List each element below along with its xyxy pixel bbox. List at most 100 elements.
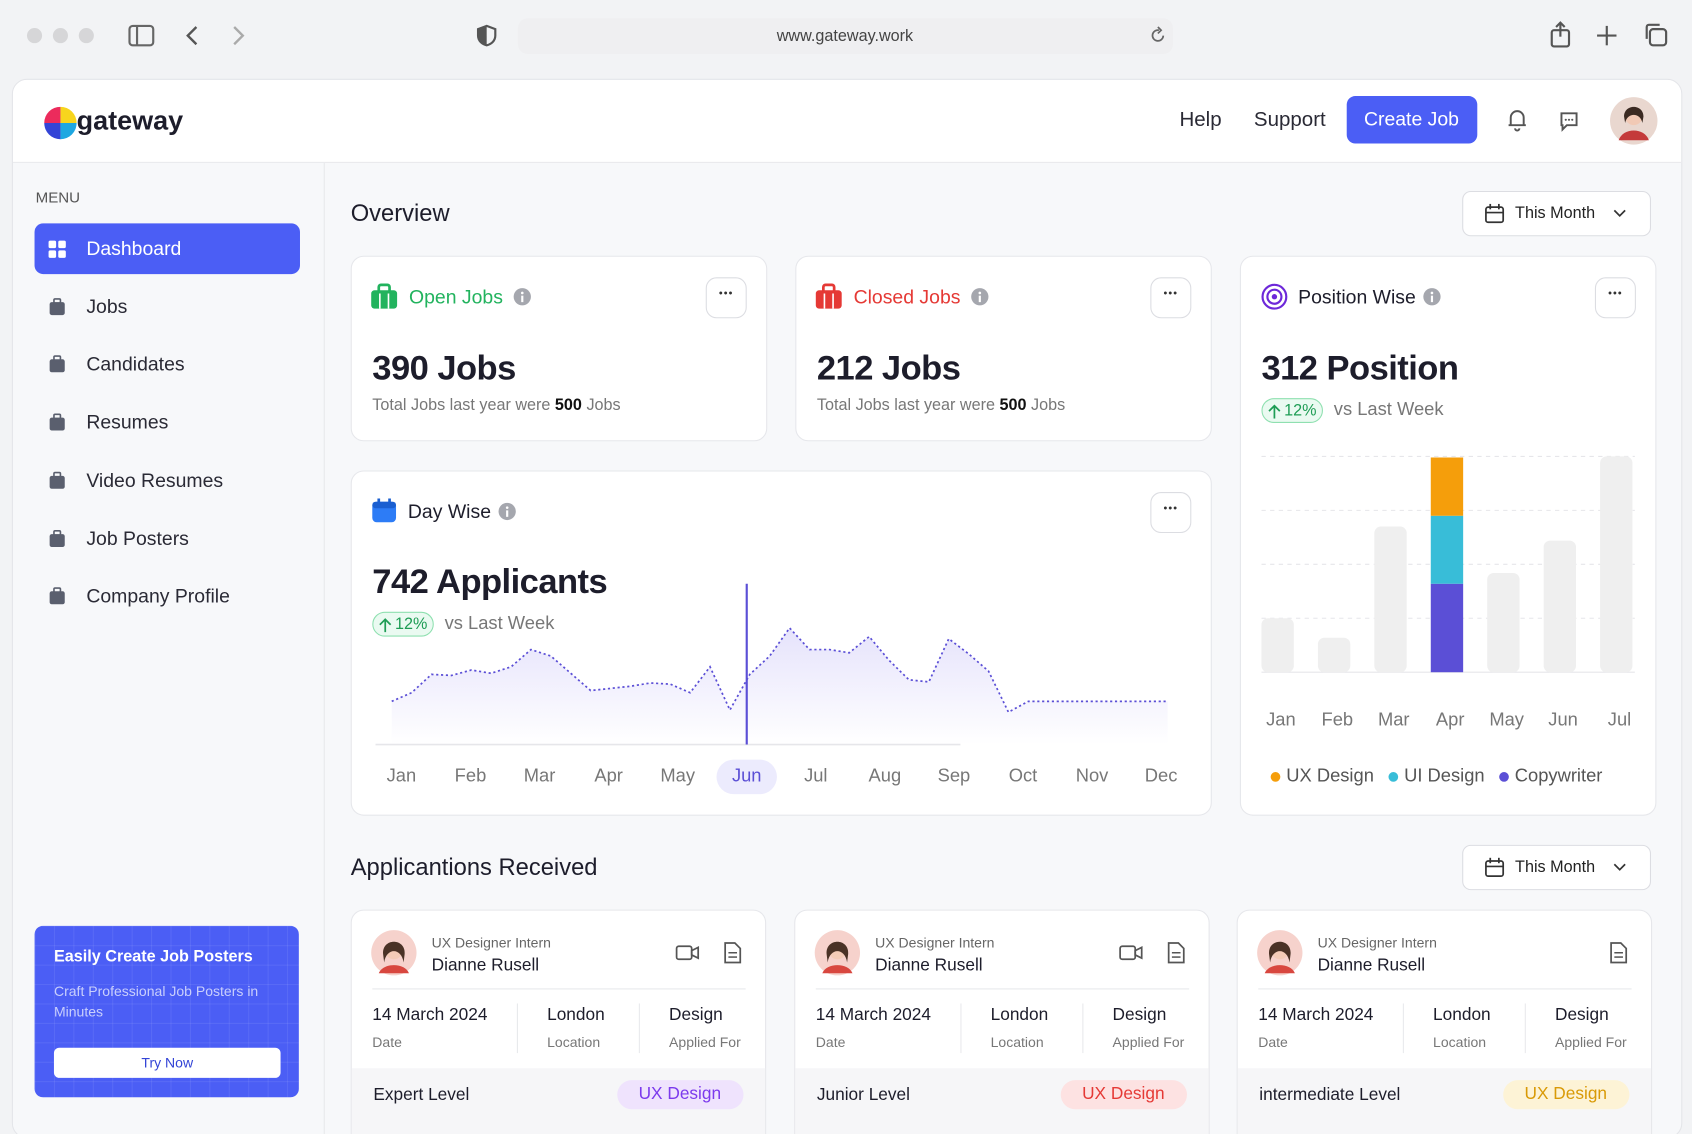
menu-item[interactable]: Job Posters [86, 527, 189, 549]
target-icon [1261, 283, 1288, 310]
stat-note: Total Jobs last year were 500 Jobs [372, 396, 620, 415]
stat-value: 212 Jobs [816, 348, 961, 388]
applicant-avatar [371, 930, 417, 976]
calendar-fill-icon [372, 498, 397, 523]
skill-tag-label: UX Design [638, 1084, 722, 1104]
skill-tag: UX Design [1060, 1080, 1188, 1110]
reload-icon[interactable] [1149, 26, 1166, 44]
stat-value: 390 Jobs [372, 348, 516, 388]
applicant-name: Dianne Rusell [1317, 956, 1426, 975]
skill-tag-label: UX Design [1524, 1084, 1608, 1104]
applicant-role: UX Designer Intern [875, 934, 995, 951]
window-dot[interactable] [26, 28, 43, 44]
note-part: Jobs [1031, 395, 1066, 415]
detail-label: Location [547, 1033, 601, 1051]
chart-headline: 312 Position [1261, 348, 1459, 388]
promo-title: Easily Create Job Posters [53, 947, 253, 966]
menu-label: MENU [35, 188, 81, 206]
detail-label: Location [1433, 1033, 1487, 1051]
note-part: 500 [999, 395, 1027, 415]
up-arrow [1268, 404, 1281, 419]
menu-icon [49, 355, 65, 373]
applicant-avatar [814, 930, 861, 976]
profile-avatar[interactable] [1610, 97, 1658, 145]
skill-tag: UX Design [1503, 1080, 1630, 1110]
video-icon[interactable] [1119, 945, 1143, 961]
applicant-name: Dianne Rusell [431, 956, 540, 975]
detail-label: Applied For [669, 1033, 741, 1051]
applicant-level: Junior Level [816, 1085, 910, 1105]
change-badge: 12% [372, 611, 434, 637]
stat-card: Closed Jobs 212 Jobs Total Jobs last year … [795, 255, 1212, 442]
chevron-icon [1613, 863, 1626, 871]
note-part: Total Jobs last year were [816, 395, 996, 415]
change-note: vs Last Week [444, 612, 555, 634]
application-card[interactable]: UX Designer Intern Dianne Rusell 14 March … [350, 909, 767, 1134]
menu-item[interactable]: Candidates [86, 353, 185, 376]
more-button[interactable] [1594, 277, 1636, 319]
menu-item[interactable]: Jobs [86, 295, 128, 318]
skill-tag: UX Design [617, 1080, 744, 1110]
window-dot[interactable] [78, 28, 94, 44]
up-arrow [379, 618, 392, 633]
period-label: This Month [1515, 857, 1596, 877]
detail-value: Design [1554, 1006, 1609, 1025]
menu-item[interactable]: Dashboard [86, 237, 182, 260]
sidebar-toggle[interactable] [128, 24, 155, 47]
bell-icon[interactable] [1508, 109, 1527, 132]
divider [372, 988, 746, 990]
brand-logo [44, 106, 77, 140]
application-card[interactable]: UX Designer Intern Dianne Rusell 14 March … [1236, 909, 1653, 1134]
more-button[interactable] [1150, 277, 1192, 319]
column-divider [1524, 1003, 1526, 1054]
detail-value: Design [669, 1006, 723, 1025]
stat-title: Closed Jobs [853, 286, 961, 308]
period-select[interactable]: This Month [1462, 190, 1652, 237]
create-job-button[interactable]: Create Job [1346, 96, 1478, 144]
column-divider [638, 1003, 640, 1054]
menu-item[interactable]: Company Profile [86, 585, 230, 607]
change-value: 12% [1284, 401, 1317, 420]
video-icon[interactable] [675, 945, 700, 961]
section-title: Applicantions Received [350, 853, 598, 881]
menu-active-bg[interactable] [34, 223, 300, 275]
menu-item[interactable]: Resumes [86, 411, 169, 433]
share-icon[interactable] [1550, 21, 1572, 48]
menu-icon [49, 529, 65, 547]
resume-icon[interactable] [1610, 942, 1628, 964]
stat-title: Open Jobs [408, 286, 503, 308]
skill-tag-label: UX Design [1082, 1084, 1165, 1104]
applicant-level: intermediate Level [1259, 1085, 1401, 1105]
applicant-avatar [1257, 930, 1303, 976]
resume-icon[interactable] [1167, 942, 1185, 964]
chevron-icon [1613, 209, 1626, 218]
nav-link[interactable]: Support [1253, 108, 1326, 132]
back-button[interactable] [186, 26, 199, 46]
menu-icon [49, 413, 65, 431]
period-select[interactable]: This Month [1462, 844, 1652, 891]
applicant-role: UX Designer Intern [1317, 934, 1437, 951]
calendar-icon [1485, 857, 1505, 878]
detail-value: London [547, 1006, 605, 1025]
change-value: 12% [394, 615, 428, 634]
tabs-icon[interactable] [1643, 23, 1668, 47]
applicant-name: Dianne Rusell [875, 956, 983, 975]
forward-button[interactable] [232, 26, 245, 46]
nav-link[interactable]: Help [1179, 108, 1222, 132]
window-dot[interactable] [52, 28, 68, 44]
more-button[interactable] [705, 277, 747, 319]
resume-icon[interactable] [724, 942, 742, 964]
note-part: 500 [554, 395, 582, 415]
application-card[interactable]: UX Designer Intern Dianne Rusell 14 March … [794, 909, 1210, 1134]
detail-label: Applied For [1554, 1033, 1627, 1051]
applicant-role: UX Designer Intern [431, 934, 551, 951]
chat-icon[interactable] [1559, 111, 1578, 132]
menu-item[interactable]: Video Resumes [86, 469, 224, 491]
url-bar[interactable]: www.gateway.work [517, 18, 1173, 54]
try-now-button[interactable]: Try Now [53, 1047, 281, 1078]
column-divider [1082, 1003, 1084, 1054]
new-tab-icon[interactable] [1596, 25, 1618, 47]
stat-card: Open Jobs 390 Jobs Total Jobs last year we… [350, 255, 768, 442]
more-button[interactable] [1150, 492, 1192, 534]
briefcase-icon [815, 283, 842, 309]
